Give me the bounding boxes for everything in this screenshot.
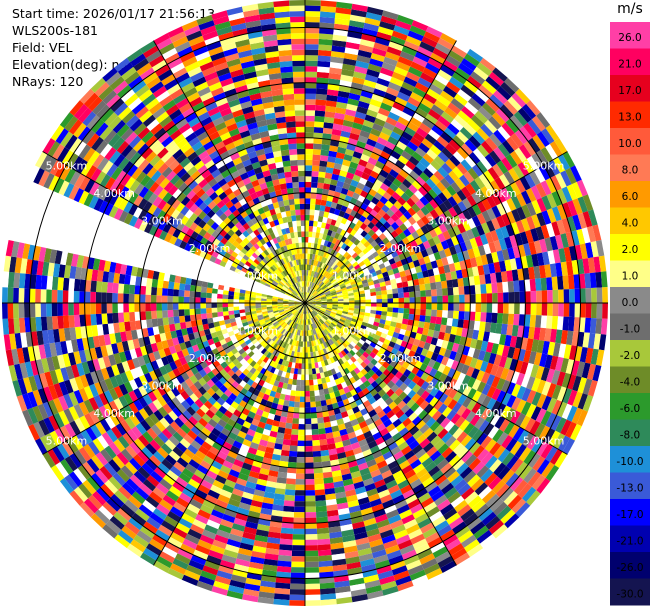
range-ring-label: 3.00km bbox=[141, 214, 183, 227]
site-name-text: WLS200s-181 bbox=[12, 23, 98, 38]
colorbar-band bbox=[610, 340, 650, 367]
colorbar-band bbox=[610, 419, 650, 447]
range-ring-label: 5.00km bbox=[523, 159, 565, 172]
start-time-text: Start time: 2026/01/17 21:56:13 bbox=[12, 6, 216, 21]
range-ring-label: 2.00km bbox=[380, 352, 422, 365]
colorbar-tick-label: -17.0 bbox=[616, 509, 643, 521]
range-ring-label: 3.00km bbox=[427, 214, 469, 227]
colorbar-band bbox=[610, 313, 650, 341]
colorbar-tick-label: 17.0 bbox=[618, 85, 641, 97]
colorbar-tick-label: 26.0 bbox=[618, 32, 641, 44]
field-text: Field: VEL bbox=[12, 40, 73, 55]
colorbar-band bbox=[610, 366, 650, 394]
colorbar-band bbox=[610, 207, 650, 235]
scan-info: Start time: 2026/01/17 21:56:13 WLS200s-… bbox=[12, 5, 215, 90]
range-ring-label: 3.00km bbox=[427, 380, 469, 393]
colorbar-band bbox=[610, 525, 650, 553]
range-ring-label: 5.00km bbox=[523, 435, 565, 448]
colorbar-unit: m/s bbox=[617, 1, 643, 17]
colorbar-band bbox=[610, 472, 650, 500]
colorbar-tick-label: 13.0 bbox=[618, 112, 641, 124]
azimuth-line-120 bbox=[304, 302, 568, 455]
colorbar-band bbox=[610, 260, 650, 288]
azimuth-line-330 bbox=[153, 40, 306, 304]
colorbar-tick-label: -6.0 bbox=[620, 403, 641, 415]
colorbar-tick-label: 8.0 bbox=[622, 165, 639, 177]
range-ring-label: 2.00km bbox=[380, 242, 422, 255]
colorbar-tick-label: -10.0 bbox=[616, 456, 643, 468]
azimuth-line-30 bbox=[304, 40, 457, 304]
range-ring-label: 3.00km bbox=[141, 380, 183, 393]
range-ring-label: 4.00km bbox=[93, 187, 135, 200]
range-ring-label: 1.00km bbox=[237, 270, 279, 283]
colorbar-tick-label: 0.0 bbox=[622, 297, 639, 309]
colorbar-tick-label: -21.0 bbox=[616, 536, 643, 548]
colorbar-band bbox=[610, 393, 650, 420]
colorbar-tick-label: 2.0 bbox=[622, 244, 639, 256]
colorbar-band bbox=[610, 287, 650, 314]
range-ring-label: 2.00km bbox=[189, 242, 231, 255]
range-ring-label: 2.00km bbox=[189, 352, 231, 365]
colorbar-tick-label: -8.0 bbox=[620, 430, 641, 442]
colorbar-band bbox=[610, 552, 650, 579]
colorbar-tick-label: -26.0 bbox=[616, 562, 643, 574]
colorbar-tick-label: -2.0 bbox=[620, 350, 641, 362]
azimuth-line-150 bbox=[304, 302, 457, 566]
range-ring-label: 4.00km bbox=[475, 187, 517, 200]
azimuth-line-240 bbox=[42, 302, 306, 455]
colorbar-band bbox=[610, 578, 650, 606]
colorbar-tick-label: 21.0 bbox=[618, 59, 641, 71]
colorbar-band bbox=[610, 154, 650, 182]
colorbar-band bbox=[610, 128, 650, 155]
colorbar-band bbox=[610, 48, 650, 76]
nrays-text: NRays: 120 bbox=[12, 74, 84, 89]
range-ring-label: 5.00km bbox=[46, 435, 88, 448]
elevation-text: Elevation(deg): nan bbox=[12, 57, 136, 72]
colorbar: 26.0 21.0 17.0 13.0 10.0 8.0 6.0 4.0 2.0 1.0 0.0 -1… bbox=[610, 22, 650, 606]
colorbar-tick-label: -13.0 bbox=[616, 483, 643, 495]
azimuth-line-210 bbox=[153, 302, 306, 566]
range-ring-label: 5.00km bbox=[46, 159, 88, 172]
colorbar-band bbox=[610, 234, 650, 261]
colorbar-band bbox=[610, 101, 650, 129]
colorbar-band bbox=[610, 181, 650, 208]
range-ring-label: 1.00km bbox=[237, 325, 279, 338]
range-ring-label: 4.00km bbox=[475, 407, 517, 420]
range-ring-label: 4.00km bbox=[93, 407, 135, 420]
ppi-plot: 1.00km 1.00km 1.00km 1.00km 2.00km 2.00km 2.00… bbox=[2, 0, 608, 606]
colorbar-band bbox=[610, 75, 650, 102]
colorbar-tick-label: 1.0 bbox=[622, 271, 639, 283]
ppi-svg: 1.00km 1.00km 1.00km 1.00km 2.00km 2.00km 2.00… bbox=[2, 0, 608, 606]
azimuth-line-300 bbox=[42, 151, 306, 304]
colorbar-band bbox=[610, 22, 650, 49]
colorbar-tick-label: -1.0 bbox=[620, 324, 641, 336]
range-ring-label: 1.00km bbox=[332, 270, 374, 283]
colorbar-tick-label: -4.0 bbox=[620, 377, 641, 389]
range-ring-label: 1.00km bbox=[332, 325, 374, 338]
colorbar-tick-label: 6.0 bbox=[622, 191, 639, 203]
ppi-gates bbox=[2, 0, 608, 606]
colorbar-band bbox=[610, 446, 650, 473]
colorbar-band bbox=[610, 499, 650, 526]
azimuth-line-60 bbox=[304, 151, 568, 304]
colorbar-tick-label: 4.0 bbox=[622, 218, 639, 230]
colorbar-tick-label: 10.0 bbox=[618, 138, 641, 150]
colorbar-tick-label: -30.0 bbox=[616, 589, 643, 601]
